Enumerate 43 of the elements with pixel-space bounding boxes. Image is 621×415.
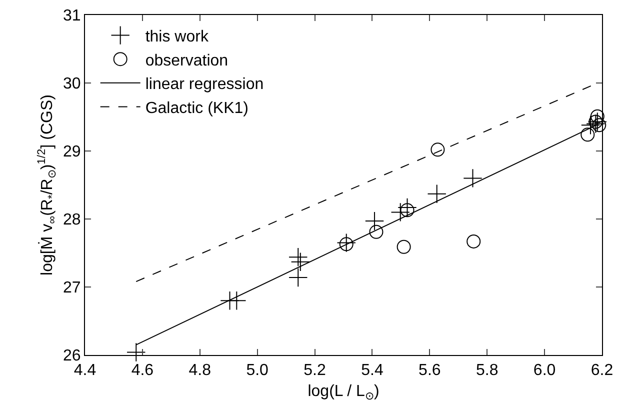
point xyxy=(580,116,600,135)
y-tick-label: 26 xyxy=(63,348,81,365)
x-tick-label: 4.4 xyxy=(74,362,96,380)
point xyxy=(590,109,604,124)
point xyxy=(588,114,603,129)
point xyxy=(369,224,384,239)
x-tick-label: 5.6 xyxy=(418,362,441,380)
point xyxy=(400,203,414,218)
x-tick-label: 6.2 xyxy=(590,362,614,380)
point xyxy=(396,240,411,254)
y-tick-label: 27 xyxy=(63,280,81,297)
y-tick-label: 30 xyxy=(63,76,81,93)
point xyxy=(290,252,310,272)
y-tick-label: 28 xyxy=(63,212,81,229)
point xyxy=(339,237,354,252)
point xyxy=(126,342,146,362)
point xyxy=(430,142,445,157)
x-tick-label: 5.8 xyxy=(476,362,498,380)
legend-label: this work xyxy=(145,28,210,46)
y-tick-label: 31 xyxy=(63,8,81,25)
point xyxy=(466,234,481,248)
x-tick-label: 6.0 xyxy=(533,362,556,380)
legend-label: observation xyxy=(145,52,228,70)
point xyxy=(227,291,246,310)
point xyxy=(592,118,606,132)
point xyxy=(390,202,410,222)
x-tick-label: 4.6 xyxy=(131,362,154,380)
x-tick-label: 5.0 xyxy=(246,362,269,380)
point xyxy=(288,247,308,267)
point xyxy=(580,128,595,142)
point xyxy=(364,211,384,231)
point xyxy=(398,198,417,218)
x-tick-label: 5.4 xyxy=(361,362,384,380)
x-tick-label: 5.2 xyxy=(304,362,326,380)
point xyxy=(463,168,482,188)
legend-label: Galactic (KK1) xyxy=(145,100,248,117)
point xyxy=(288,268,308,288)
point xyxy=(336,233,356,252)
x-tick-label: 4.8 xyxy=(188,362,212,380)
x-axis-title: log(L / L$_{⊙}$) xyxy=(308,382,380,402)
legend-label: linear regression xyxy=(145,76,264,94)
point xyxy=(427,184,446,204)
y-tick-label: 29 xyxy=(63,144,81,161)
